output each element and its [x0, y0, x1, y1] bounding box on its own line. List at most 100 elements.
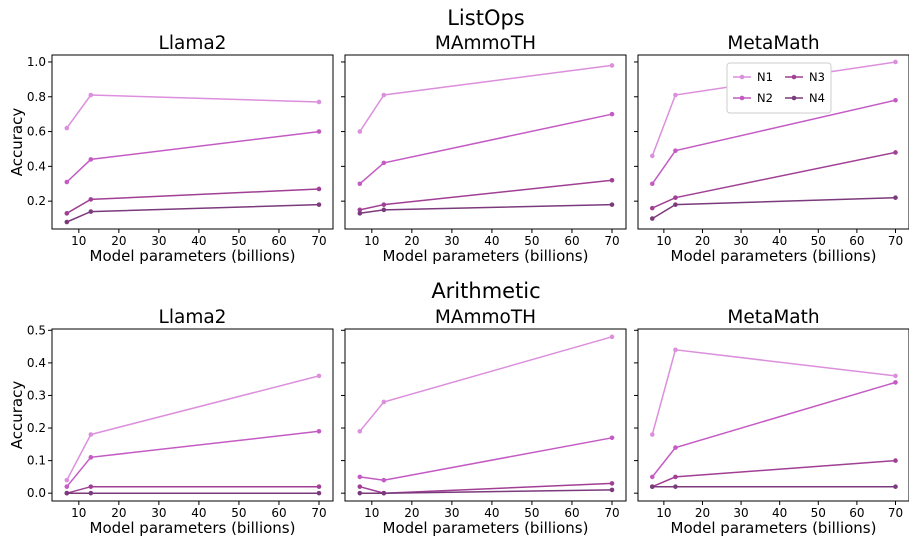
x-tick-label: 50 [811, 234, 826, 248]
x-tick-label: 40 [484, 234, 499, 248]
x-tick-label: 60 [271, 234, 286, 248]
data-point-n1 [381, 92, 387, 98]
x-tick-label: 10 [71, 506, 86, 520]
x-tick-label: 70 [311, 506, 326, 520]
series-line-n1 [66, 375, 320, 481]
data-point-n1 [64, 477, 70, 483]
panel-title: MAmmoTH [435, 307, 536, 328]
series-line-n4 [359, 203, 613, 215]
x-tick-label: 20 [695, 506, 710, 520]
data-point-n3 [64, 211, 70, 216]
x-tick-label: 10 [364, 506, 379, 520]
data-point-n2 [893, 97, 898, 103]
x-tick-label: 20 [695, 234, 710, 248]
data-point-n4 [316, 202, 322, 207]
data-point-n3 [381, 202, 387, 207]
data-point-n1 [673, 347, 678, 353]
axes-frame [344, 54, 627, 230]
y-tick-label: 1.0 [27, 55, 46, 69]
x-tick-label: 30 [733, 506, 748, 520]
data-point-n4 [357, 490, 363, 496]
data-point-n3 [88, 484, 94, 489]
data-point-n2 [893, 380, 898, 385]
panel-title: MetaMath [727, 307, 819, 328]
x-tick-label: 40 [772, 234, 787, 248]
legend: N1 N3 N2 N4 [726, 62, 832, 114]
x-axis-label: Model parameters (billions) [90, 247, 296, 265]
data-point-n1 [357, 129, 363, 134]
axes-frame [51, 328, 334, 502]
data-point-n4 [673, 202, 678, 207]
axes-frame [344, 328, 627, 502]
x-tick-label: 50 [811, 506, 826, 520]
data-point-n2 [64, 179, 70, 185]
x-tick-label: 50 [231, 506, 246, 520]
data-point-n2 [609, 111, 615, 117]
y-tick-label: 0.4 [27, 356, 46, 370]
data-point-n4 [357, 211, 363, 216]
series-line-n1 [651, 348, 896, 435]
data-point-n3 [649, 205, 655, 211]
data-point-n2 [609, 435, 615, 441]
data-point-n3 [673, 474, 678, 480]
y-axis-label: Accuracy [8, 381, 26, 450]
data-point-n1 [609, 63, 615, 68]
series-line-n3 [652, 459, 896, 488]
x-axis-label: Model parameters (billions) [671, 519, 877, 537]
data-point-n1 [673, 92, 678, 98]
x-tick-label: 10 [71, 234, 86, 248]
data-point-n4 [381, 207, 387, 213]
y-axis-label: Accuracy [8, 108, 26, 177]
x-tick-label: 50 [524, 506, 539, 520]
data-point-n2 [357, 181, 363, 187]
series-line-n1 [66, 94, 320, 129]
data-point-n3 [88, 197, 94, 202]
axes-frame [637, 328, 909, 502]
x-tick-label: 40 [191, 506, 206, 520]
data-point-n3 [316, 186, 322, 192]
data-point-n4 [64, 219, 70, 225]
legend-label-n2: N2 [757, 91, 773, 105]
x-tick-label: 60 [849, 234, 864, 248]
x-tick-label: 50 [524, 234, 539, 248]
data-point-n2 [673, 148, 678, 153]
y-tick-label: 0.5 [27, 323, 46, 337]
data-point-n2 [673, 445, 678, 450]
data-point-n1 [381, 399, 387, 405]
data-point-n4 [673, 484, 678, 489]
legend-label-n3: N3 [809, 70, 825, 84]
data-point-n2 [316, 129, 322, 134]
series-line-n3 [651, 151, 896, 209]
legend-box [726, 62, 832, 114]
x-tick-label: 70 [311, 234, 326, 248]
x-tick-label: 70 [604, 234, 619, 248]
x-tick-label: 20 [111, 506, 126, 520]
y-tick-label: 0.8 [27, 90, 46, 104]
y-tick-label: 0.3 [27, 388, 46, 402]
axes-frame [51, 54, 334, 230]
chart-panel-6: MetaMath 10 20 30 40 50 60 70 Model parameters (… [634, 307, 909, 537]
data-point-n1 [609, 334, 615, 340]
x-tick-label: 10 [656, 234, 671, 248]
x-tick-label: 30 [444, 234, 459, 248]
panel-title: Llama2 [159, 307, 227, 328]
y-tick-label: 0.1 [27, 454, 46, 468]
data-point-n4 [649, 216, 655, 221]
data-point-n2 [381, 477, 387, 483]
data-point-n3 [609, 177, 615, 183]
series-line-n4 [651, 196, 896, 220]
x-tick-label: 20 [111, 234, 126, 248]
x-tick-label: 20 [404, 506, 419, 520]
x-tick-label: 40 [484, 506, 499, 520]
data-point-n1 [316, 373, 322, 379]
series-line-n3 [66, 485, 319, 494]
data-point-n1 [893, 59, 898, 65]
data-point-n1 [88, 432, 94, 437]
panel-title: MAmmoTH [435, 33, 536, 54]
data-point-n2 [88, 455, 94, 460]
data-point-n4 [609, 487, 615, 493]
series-line-n1 [359, 336, 613, 432]
chart-panel-1: Llama2 10 20 30 40 50 60 70 0.2 0.4 0.6 0.8 1.0 Model… [8, 33, 334, 265]
x-tick-label: 30 [444, 506, 459, 520]
